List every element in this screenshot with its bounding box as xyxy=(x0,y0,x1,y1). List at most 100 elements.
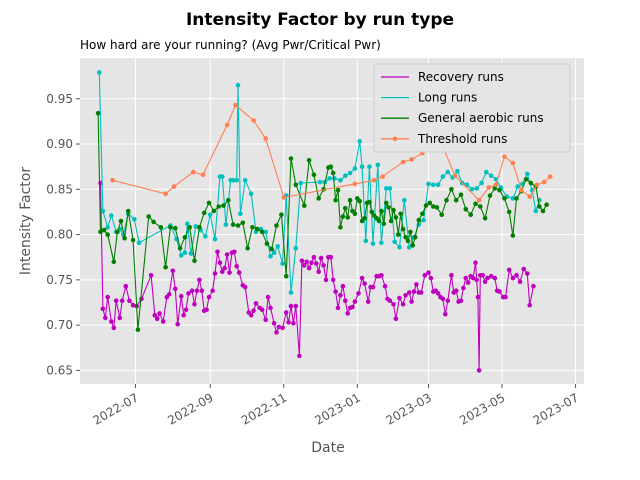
data-point xyxy=(168,225,173,230)
y-tick-label: 0.70 xyxy=(46,318,73,332)
x-axis-label: Date xyxy=(311,440,344,456)
data-point xyxy=(403,293,408,298)
data-point xyxy=(279,212,284,217)
data-point xyxy=(409,157,414,162)
data-point xyxy=(392,239,398,245)
data-point xyxy=(230,178,236,183)
data-point xyxy=(381,221,387,226)
data-point xyxy=(503,294,508,300)
data-point xyxy=(340,214,346,219)
y-axis-label: Intensity Factor xyxy=(18,167,34,275)
data-point xyxy=(183,307,189,313)
data-point xyxy=(338,225,343,230)
data-point xyxy=(311,172,317,178)
data-point xyxy=(123,283,129,289)
data-point xyxy=(528,180,534,186)
data-point xyxy=(534,182,540,188)
legend-label: Recovery runs xyxy=(418,70,504,84)
data-point xyxy=(109,213,114,218)
data-point xyxy=(193,224,199,229)
data-point xyxy=(370,241,376,246)
data-point xyxy=(455,168,460,174)
data-point xyxy=(387,186,393,191)
data-point xyxy=(345,311,351,316)
data-point xyxy=(185,221,190,226)
data-point xyxy=(384,200,389,206)
data-point xyxy=(384,186,389,191)
data-point xyxy=(428,275,434,281)
data-point xyxy=(306,265,312,271)
y-tick-label: 0.95 xyxy=(46,92,73,106)
chart-title: Intensity Factor by run type xyxy=(186,10,454,30)
data-point xyxy=(352,181,358,187)
data-point xyxy=(234,178,239,183)
data-point xyxy=(227,270,232,275)
data-point xyxy=(235,82,241,88)
x-tick-label: 2022-07 xyxy=(91,390,141,427)
data-point xyxy=(391,207,396,213)
data-point xyxy=(103,315,108,321)
data-point xyxy=(283,310,289,315)
data-point xyxy=(179,293,184,299)
data-point xyxy=(352,166,358,171)
data-point xyxy=(525,171,530,177)
data-point xyxy=(473,260,478,266)
data-point xyxy=(288,290,294,295)
data-point xyxy=(251,118,256,123)
data-point xyxy=(316,269,322,275)
data-point xyxy=(182,235,188,240)
data-point xyxy=(254,226,260,232)
legend-label: Threshold runs xyxy=(417,132,507,146)
data-point xyxy=(426,270,431,275)
data-point xyxy=(449,187,454,192)
data-point xyxy=(485,275,490,281)
data-point xyxy=(215,249,220,255)
data-point xyxy=(253,301,259,306)
data-point xyxy=(423,203,429,208)
data-point xyxy=(232,249,237,255)
data-point xyxy=(382,283,388,289)
data-point xyxy=(422,273,428,278)
data-point xyxy=(365,299,371,304)
data-point xyxy=(302,263,307,268)
data-point xyxy=(426,181,431,187)
data-point xyxy=(109,319,114,324)
data-point xyxy=(476,368,482,373)
data-point xyxy=(506,267,512,273)
data-point xyxy=(275,244,281,249)
data-point xyxy=(113,298,119,304)
data-point xyxy=(166,292,172,297)
data-point xyxy=(480,273,486,278)
data-point xyxy=(431,182,436,188)
data-point xyxy=(338,293,343,298)
data-point xyxy=(135,327,141,333)
data-point xyxy=(199,288,205,294)
data-point xyxy=(175,321,180,327)
data-point xyxy=(379,240,384,245)
data-point xyxy=(411,289,417,294)
data-point xyxy=(197,225,202,230)
data-point xyxy=(263,317,269,323)
data-point xyxy=(510,233,516,238)
data-point xyxy=(158,225,164,230)
legend-marker xyxy=(392,136,398,142)
data-point xyxy=(345,215,351,220)
data-point xyxy=(359,275,365,281)
data-point xyxy=(347,170,353,176)
data-point xyxy=(311,254,317,260)
data-point xyxy=(363,238,369,244)
data-point xyxy=(362,216,367,221)
y-tick-label: 0.85 xyxy=(46,182,73,196)
data-point xyxy=(306,158,312,163)
data-point xyxy=(352,299,358,304)
data-point xyxy=(297,353,302,359)
data-point xyxy=(173,286,178,292)
data-point xyxy=(271,250,277,255)
data-point xyxy=(356,291,361,296)
data-point xyxy=(402,197,407,203)
data-point xyxy=(453,288,459,294)
data-point xyxy=(335,305,341,311)
data-point xyxy=(182,250,188,255)
data-point xyxy=(386,205,392,210)
data-point xyxy=(525,271,530,276)
